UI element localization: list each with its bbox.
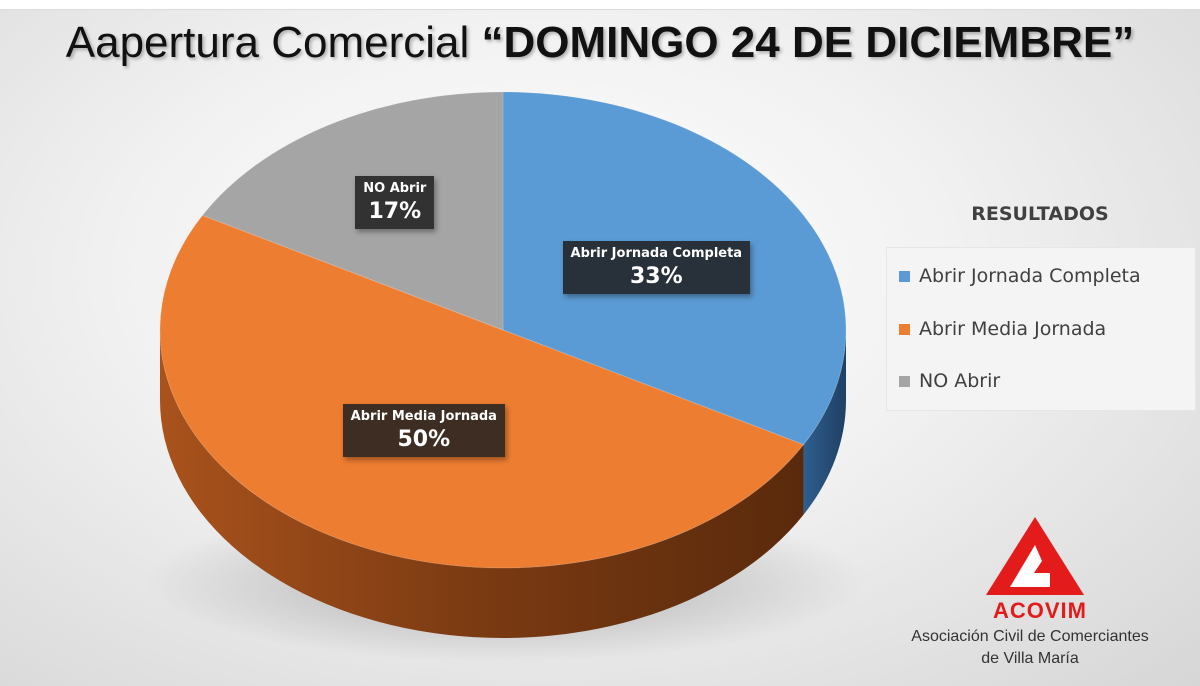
legend-label: NO Abrir xyxy=(919,370,1001,392)
title-highlight: “DOMINGO 24 DE DICIEMBRE” xyxy=(481,18,1135,67)
legend-label: Abrir Media Jornada xyxy=(919,318,1107,340)
logo-subtitle-line1: Asociación Civil de Comerciantes xyxy=(911,628,1149,645)
legend-item-abrir-media-jornada: Abrir Media Jornada xyxy=(899,317,1106,341)
chart-title: Aapertura Comercial “DOMINGO 24 DE DICIE… xyxy=(0,18,1200,68)
pie-side-abrir-media-jornada xyxy=(160,330,804,638)
top-border xyxy=(0,0,1200,10)
data-label-abrir-media-jornada: Abrir Media Jornada 50% xyxy=(342,403,505,457)
logo-subtitle-line2: de Villa María xyxy=(981,650,1079,667)
pie-slice-abrir-media-jornada xyxy=(159,214,805,569)
legend-item-abrir-jornada-completa: Abrir Jornada Completa xyxy=(899,264,1141,288)
data-label-value: 33% xyxy=(629,263,683,289)
legend-swatch-gray xyxy=(899,375,910,387)
acovim-logo-icon xyxy=(986,517,1084,595)
pie-slice-no-abrir xyxy=(201,91,504,331)
data-label-no-abrir: NO Abrir 17% xyxy=(355,176,435,230)
legend: Abrir Jornada Completa Abrir Media Jorna… xyxy=(886,247,1196,411)
pie-side-abrir-jornada-completa xyxy=(803,330,846,515)
data-label-category: Abrir Media Jornada xyxy=(350,408,497,424)
data-label-abrir-jornada-completa: Abrir Jornada Completa 33% xyxy=(562,240,751,294)
legend-item-no-abrir: NO Abrir xyxy=(899,369,1000,393)
data-label-category: Abrir Jornada Completa xyxy=(570,245,743,261)
legend-swatch-orange xyxy=(899,323,910,335)
data-label-value: 17% xyxy=(368,199,422,225)
logo-subtitle: Asociación Civil de Comerciantes de Vill… xyxy=(880,626,1180,670)
data-label-value: 50% xyxy=(397,426,451,452)
data-label-category: NO Abrir xyxy=(363,181,427,197)
legend-title: RESULTADOS xyxy=(971,203,1109,225)
legend-swatch-blue xyxy=(899,270,910,282)
logo-name: ACOVIM xyxy=(993,598,1087,623)
title-prefix: Aapertura Comercial xyxy=(65,18,482,67)
legend-label: Abrir Jornada Completa xyxy=(919,265,1141,287)
